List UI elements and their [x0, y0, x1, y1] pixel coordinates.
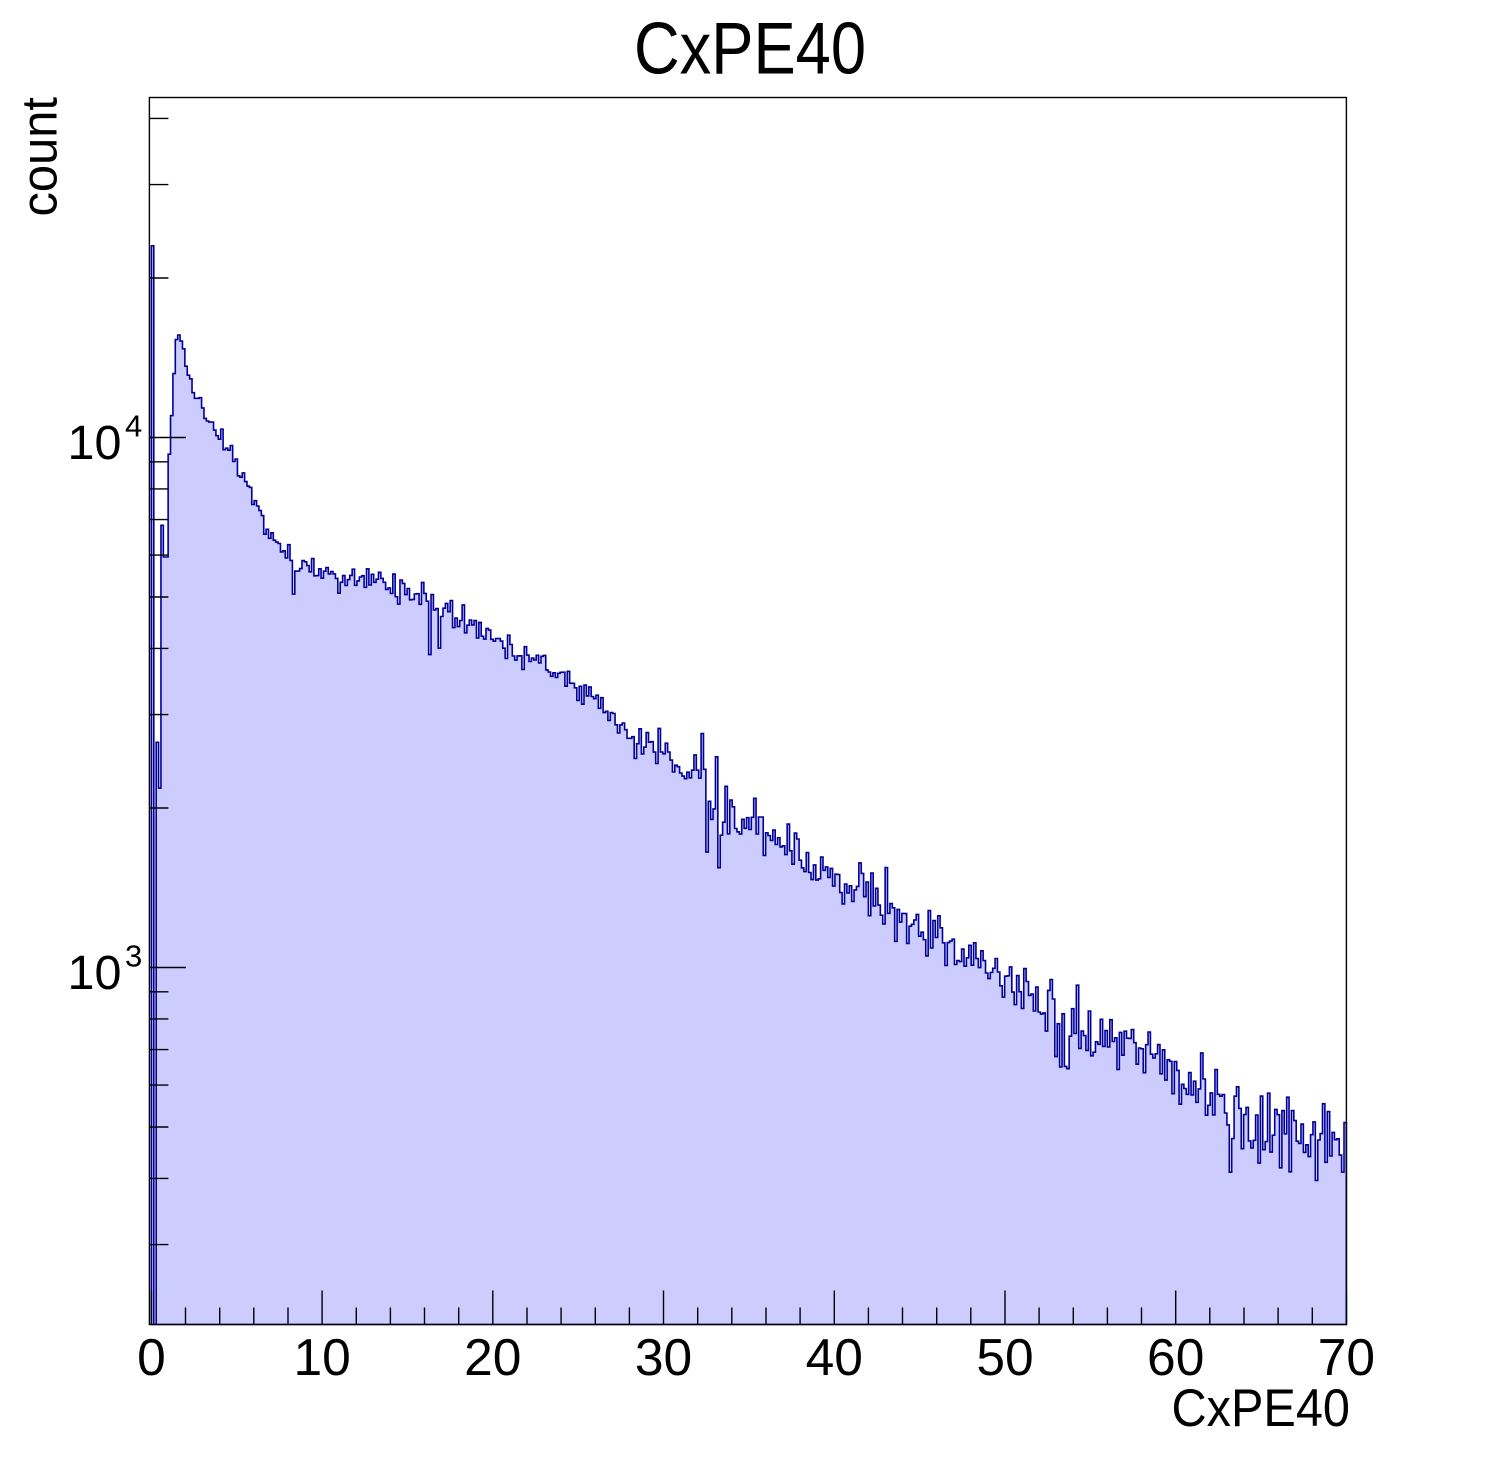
svg-text:40: 40 — [806, 1328, 863, 1386]
svg-text:3: 3 — [125, 939, 142, 974]
svg-text:70: 70 — [1318, 1328, 1375, 1386]
svg-text:CxPE40: CxPE40 — [634, 7, 866, 90]
svg-text:10: 10 — [293, 1328, 350, 1386]
svg-text:10: 10 — [68, 416, 122, 470]
svg-text:4: 4 — [125, 409, 142, 444]
svg-text:50: 50 — [976, 1328, 1033, 1386]
svg-text:20: 20 — [464, 1328, 521, 1386]
svg-text:60: 60 — [1147, 1328, 1204, 1386]
svg-text:30: 30 — [635, 1328, 692, 1386]
svg-text:10: 10 — [68, 946, 122, 1000]
svg-text:0: 0 — [137, 1328, 166, 1386]
svg-text:CxPE40: CxPE40 — [1172, 1379, 1351, 1438]
svg-text:count: count — [11, 97, 68, 217]
